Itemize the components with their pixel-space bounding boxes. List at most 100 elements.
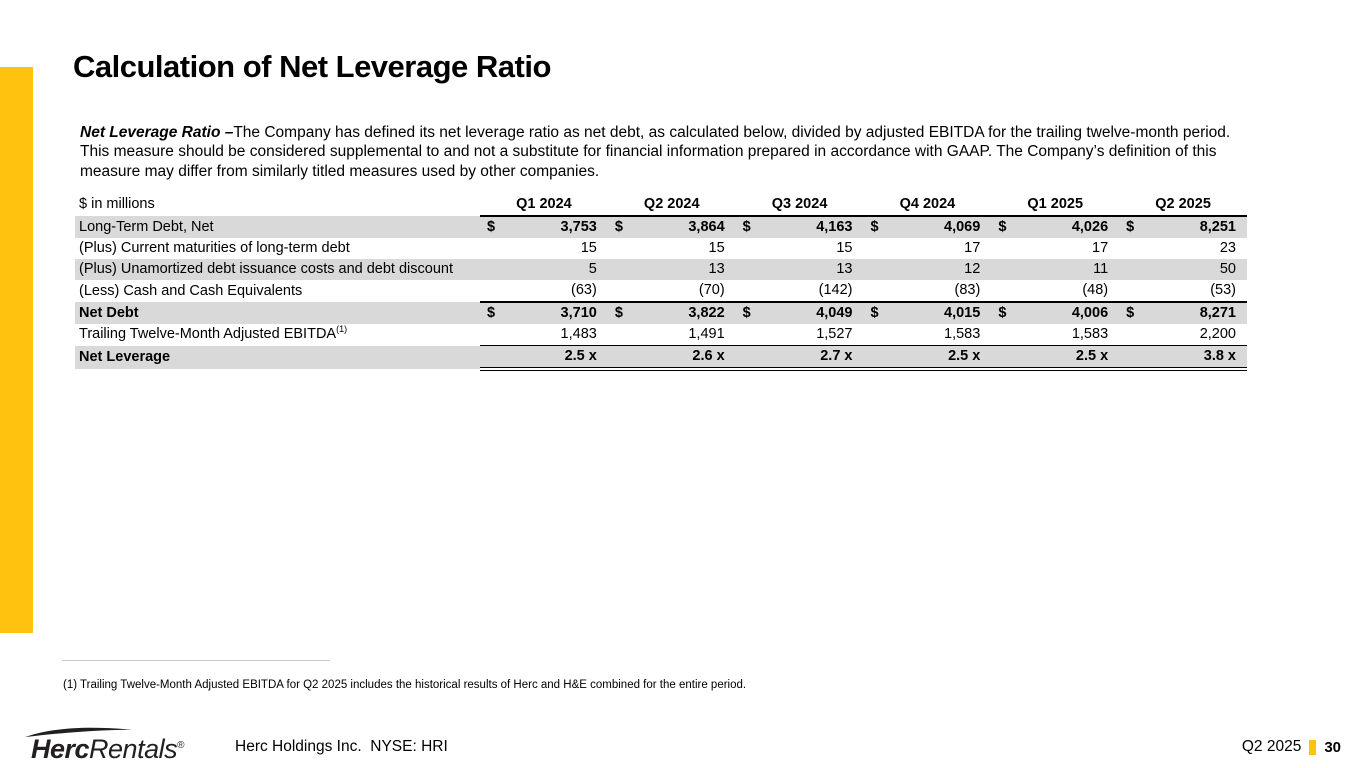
dollar-sign: $ (742, 305, 751, 321)
cell-value: 1,483 (480, 324, 608, 346)
cell-value: (63) (480, 280, 608, 303)
footnote-divider (62, 660, 330, 661)
cell-number: 1,583 (944, 326, 981, 342)
column-header: Q2 2025 (1119, 193, 1247, 217)
row-label: Trailing Twelve-Month Adjusted EBITDA(1) (79, 324, 348, 343)
cell-value: 1,583 (991, 324, 1120, 346)
cell-value: 12 (863, 259, 992, 280)
herc-rentals-logo: HercRentals® (25, 722, 200, 766)
dollar-sign: $ (614, 219, 623, 235)
cell-number: (70) (698, 282, 725, 298)
cell-number: 2,200 (1199, 326, 1236, 342)
cell-number: 3,753 (560, 219, 597, 235)
cell-value: $3,864 (607, 216, 736, 238)
cell-number: (63) (571, 282, 597, 298)
cell-number: 4,026 (1071, 219, 1109, 235)
cell-value: 2.5 x (480, 345, 608, 371)
cell-number: 3.8 x (1203, 348, 1236, 364)
cell-value: $8,271 (1119, 302, 1247, 324)
cell-value: $3,753 (480, 216, 608, 238)
cell-number: 15 (580, 240, 597, 256)
row-label: (Plus) Current maturities of long-term d… (79, 240, 350, 256)
company-ticker-line: Herc Holdings Inc. NYSE: HRI (235, 738, 448, 755)
logo-light-part: Rentals (89, 734, 178, 764)
table-row: (Less) Cash and Cash Equivalents (63) (70)… (75, 280, 1247, 303)
table-row: (Plus) Unamortized debt issuance costs a… (75, 259, 1247, 280)
cell-number: 5 (588, 261, 597, 277)
registered-mark: ® (177, 740, 184, 751)
cell-value: $3,710 (480, 302, 608, 324)
cell-value: 13 (607, 259, 736, 280)
cell-number: 17 (1092, 240, 1109, 256)
table-row: Trailing Twelve-Month Adjusted EBITDA(1)… (75, 324, 1247, 346)
cell-number: 2.7 x (820, 348, 853, 364)
row-label: Long-Term Debt, Net (75, 216, 480, 238)
row-label: Net Debt (75, 302, 480, 324)
dollar-sign: $ (1126, 219, 1135, 235)
column-header: Q4 2024 (863, 193, 992, 217)
cell-number: 50 (1219, 261, 1236, 277)
cell-number: 1,527 (816, 326, 853, 342)
cell-number: 3,710 (560, 305, 597, 321)
cell-number: 4,015 (944, 305, 981, 321)
cell-value: $4,163 (735, 216, 864, 238)
cell-number: 17 (964, 240, 981, 256)
row-label: (Less) Cash and Cash Equivalents (79, 282, 303, 299)
column-header: Q3 2024 (735, 193, 864, 217)
cell-value: 17 (991, 238, 1119, 259)
cell-number: 4,069 (944, 219, 981, 235)
page-title: Calculation of Net Leverage Ratio (73, 48, 551, 84)
cell-value: $3,822 (607, 302, 736, 324)
cell-number: 1,483 (560, 326, 597, 342)
dollar-sign: $ (487, 305, 496, 321)
cell-value: $4,026 (991, 216, 1120, 238)
cell-value: 13 (735, 259, 864, 280)
cell-value: 3.8 x (1119, 345, 1247, 371)
cell-value: 2.7 x (735, 345, 864, 371)
logo-wordmark: HercRentals® (31, 734, 184, 765)
cell-value: 1,583 (863, 324, 992, 346)
cell-value: 2.5 x (863, 345, 992, 371)
unit-label: $ in millions (79, 196, 155, 212)
dollar-sign: $ (614, 305, 623, 321)
leverage-table-container: $ in millions Q1 2024 Q2 2024 Q3 2024 Q4 202… (75, 193, 1247, 371)
cell-number: 3,822 (688, 305, 725, 321)
cell-number: 13 (708, 261, 725, 277)
cell-number: 8,271 (1199, 305, 1236, 321)
cell-value: (70) (607, 280, 736, 303)
footnote-text: (1) Trailing Twelve-Month Adjusted EBITD… (63, 679, 747, 691)
column-header: Q2 2024 (607, 193, 736, 217)
cell-number: 1,491 (688, 326, 725, 342)
cell-number: 4,049 (816, 305, 853, 321)
cell-number: 15 (836, 240, 853, 256)
row-label: Net Leverage (75, 345, 480, 369)
intro-lead: Net Leverage Ratio – (80, 123, 234, 141)
logo-bold-part: Herc (31, 734, 90, 764)
cell-value: (83) (863, 280, 992, 303)
dollar-sign: $ (487, 219, 496, 235)
cell-number: 23 (1219, 240, 1236, 256)
column-header: Q1 2024 (480, 193, 608, 217)
cell-number: 15 (708, 240, 725, 256)
intro-paragraph: Net Leverage Ratio –The Company has defi… (80, 123, 1243, 182)
cell-number: (142) (818, 282, 853, 298)
cell-value: 11 (991, 259, 1120, 280)
cell-number: 2.5 x (564, 348, 597, 364)
cell-value: $4,015 (863, 302, 992, 324)
cell-number: (83) (954, 282, 981, 298)
cell-number: 4,163 (816, 219, 853, 235)
cell-value: (48) (991, 280, 1120, 303)
cell-number: 2.5 x (948, 348, 981, 364)
cell-number: 4,006 (1071, 305, 1109, 321)
cell-value: 5 (480, 259, 608, 280)
cell-number: 8,251 (1199, 219, 1236, 235)
dollar-sign: $ (742, 219, 751, 235)
cell-value: $8,251 (1119, 216, 1247, 238)
left-accent-bar (0, 67, 33, 633)
page-marker-icon (1309, 739, 1317, 755)
cell-value: 2,200 (1119, 324, 1247, 346)
page-number: 30 (1324, 738, 1341, 756)
cell-value: (142) (735, 280, 864, 303)
cell-value: $4,006 (991, 302, 1120, 324)
